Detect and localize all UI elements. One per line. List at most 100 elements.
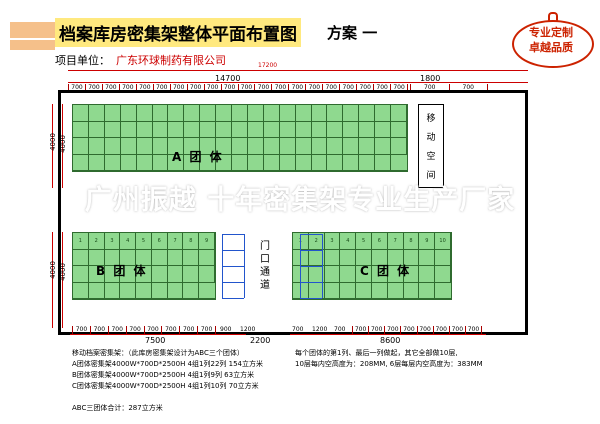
block-a-cell[interactable] (184, 121, 201, 138)
block-b-cell[interactable] (199, 249, 215, 266)
block-b-cell[interactable] (151, 282, 168, 299)
block-a-cell[interactable] (295, 154, 312, 171)
block-a-cell[interactable] (311, 154, 328, 171)
block-c-cell[interactable] (403, 282, 420, 299)
block-a-cell[interactable] (247, 121, 264, 138)
block-c-cell[interactable] (435, 266, 451, 283)
block-a-cell[interactable] (88, 121, 105, 138)
block-a-cell[interactable] (247, 154, 264, 171)
block-a-cell[interactable] (200, 105, 217, 122)
block-a-cell[interactable] (184, 138, 201, 155)
block-a-cell[interactable] (327, 121, 344, 138)
block-b-cell[interactable] (104, 249, 121, 266)
block-b-cell[interactable] (104, 266, 121, 283)
block-a-cell[interactable] (375, 105, 392, 122)
block-c-cell[interactable]: 10 (435, 233, 451, 250)
block-c-cell[interactable] (403, 266, 420, 283)
block-b-cell[interactable] (88, 266, 105, 283)
block-b-cell[interactable] (199, 283, 215, 299)
block-a-cell[interactable] (168, 105, 185, 122)
block-b-cell[interactable] (120, 266, 137, 283)
block-b-cell[interactable]: 3 (104, 233, 121, 250)
block-a-cell[interactable] (311, 121, 328, 138)
block-c-cell[interactable] (356, 282, 372, 299)
block-c-cell[interactable] (356, 266, 372, 283)
block-a-cell[interactable] (391, 155, 407, 171)
block-a-cell[interactable] (216, 138, 233, 155)
block-c-cell[interactable]: 5 (356, 233, 372, 250)
block-b-cell[interactable]: 8 (183, 233, 200, 250)
block-a-cell[interactable] (232, 121, 248, 138)
block-c-cell[interactable] (324, 249, 341, 266)
block-a-cell[interactable] (120, 121, 137, 138)
block-b-cell[interactable] (73, 249, 89, 266)
block-a-cell[interactable] (359, 121, 376, 138)
block-a-cell[interactable] (104, 154, 121, 171)
block-c-cell[interactable] (419, 249, 436, 266)
block-a-cell[interactable] (295, 138, 312, 155)
block-c-cell[interactable] (387, 266, 404, 283)
block-a-cell[interactable] (359, 138, 376, 155)
block-b-cell[interactable] (183, 249, 200, 266)
block-a-cell[interactable] (104, 138, 121, 155)
shelving-block-a[interactable] (72, 104, 408, 172)
block-b-cell[interactable] (199, 266, 215, 283)
block-b-cell[interactable] (88, 249, 105, 266)
block-b-cell[interactable] (183, 282, 200, 299)
block-a-cell[interactable] (88, 154, 105, 171)
block-a-cell[interactable] (311, 105, 328, 122)
block-a-cell[interactable] (279, 138, 296, 155)
block-a-cell[interactable] (152, 138, 169, 155)
block-a-cell[interactable] (73, 121, 89, 138)
block-a-cell[interactable] (279, 154, 296, 171)
block-a-cell[interactable] (120, 138, 137, 155)
block-c-cell[interactable] (372, 249, 388, 266)
block-c-cell[interactable]: 8 (403, 233, 420, 250)
block-a-cell[interactable] (120, 154, 137, 171)
block-c-cell[interactable] (308, 249, 325, 266)
block-a-cell[interactable] (232, 138, 248, 155)
block-a-cell[interactable] (375, 154, 392, 171)
block-b-cell[interactable] (151, 266, 168, 283)
block-b-cell[interactable] (120, 282, 137, 299)
block-a-cell[interactable] (391, 121, 407, 138)
block-a-cell[interactable] (391, 138, 407, 155)
block-c-cell[interactable] (356, 249, 372, 266)
block-a-cell[interactable] (184, 105, 201, 122)
block-a-cell[interactable] (263, 154, 280, 171)
block-a-cell[interactable] (232, 105, 248, 122)
block-b-cell[interactable] (136, 266, 152, 283)
block-a-cell[interactable] (263, 121, 280, 138)
block-a-cell[interactable] (359, 105, 376, 122)
block-b-cell[interactable] (120, 249, 137, 266)
block-b-cell[interactable] (151, 249, 168, 266)
block-c-cell[interactable] (435, 249, 451, 266)
block-a-cell[interactable] (120, 105, 137, 122)
block-c-cell[interactable] (419, 282, 436, 299)
block-b-cell[interactable]: 5 (136, 233, 152, 250)
block-a-cell[interactable] (152, 121, 169, 138)
block-a-cell[interactable] (168, 154, 185, 171)
block-a-cell[interactable] (263, 105, 280, 122)
block-a-cell[interactable] (263, 138, 280, 155)
block-a-cell[interactable] (216, 105, 233, 122)
block-a-cell[interactable] (184, 154, 201, 171)
block-a-cell[interactable] (359, 154, 376, 171)
block-c-cell[interactable]: 7 (387, 233, 404, 250)
block-a-cell[interactable] (343, 121, 360, 138)
block-a-cell[interactable] (152, 154, 169, 171)
block-b-cell[interactable] (88, 282, 105, 299)
block-c-cell[interactable] (340, 266, 357, 283)
block-a-cell[interactable] (136, 154, 153, 171)
block-c-cell[interactable] (435, 283, 451, 299)
block-c-cell[interactable] (324, 282, 341, 299)
block-a-cell[interactable] (247, 105, 264, 122)
block-b-cell[interactable] (183, 266, 200, 283)
block-a-cell[interactable] (73, 154, 89, 171)
block-a-cell[interactable] (327, 138, 344, 155)
block-c-cell[interactable] (372, 282, 388, 299)
block-a-cell[interactable] (200, 138, 217, 155)
block-a-cell[interactable] (104, 105, 121, 122)
block-a-cell[interactable] (375, 138, 392, 155)
shelving-block-c[interactable]: 1 2 3 4 5 6 7 8 9 10 (292, 232, 452, 300)
